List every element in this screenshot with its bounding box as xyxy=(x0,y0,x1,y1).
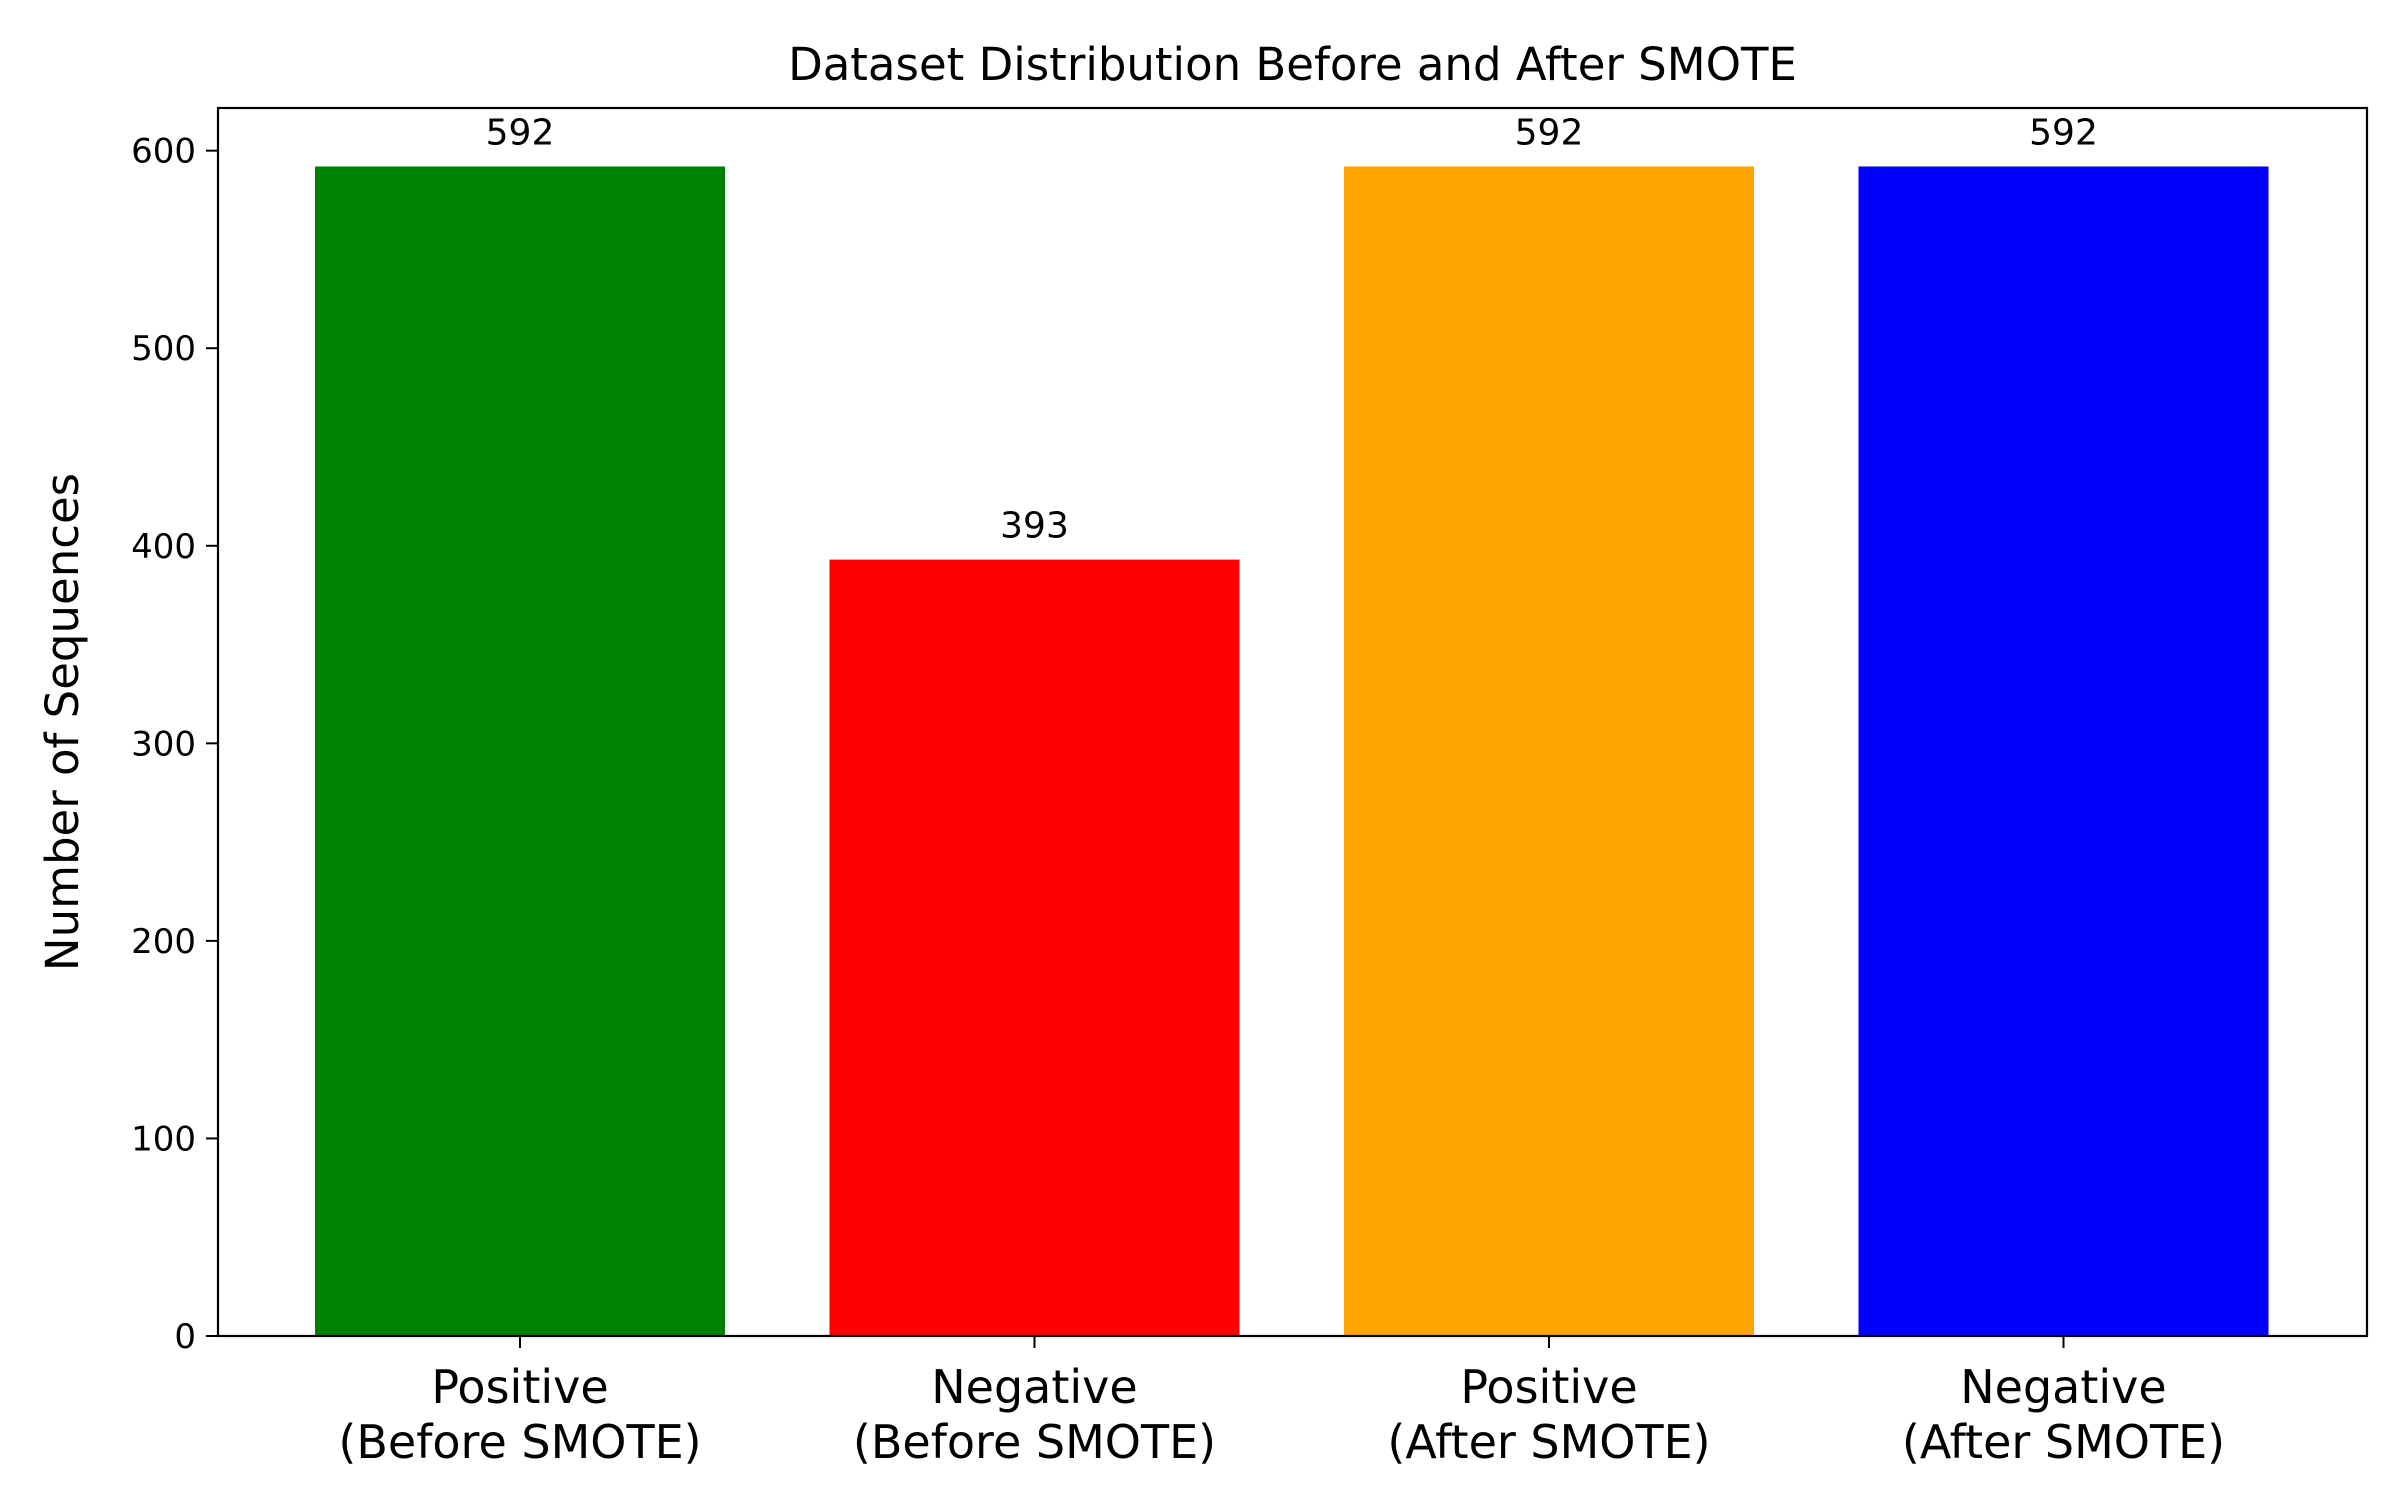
x-tick-label-2: Negative (Before SMOTE) xyxy=(853,1360,1216,1469)
y-tick-label-500: 500 xyxy=(131,329,196,369)
bar-2 xyxy=(829,559,1240,1336)
bar-4 xyxy=(1858,166,2269,1336)
x-tick-label-1-line-2: (Before SMOTE) xyxy=(338,1415,701,1469)
y-tick-label-200: 200 xyxy=(131,922,196,962)
data-label-3: 592 xyxy=(1515,112,1584,153)
bar-1 xyxy=(315,166,725,1336)
x-tick-label-4-line-1: Negative xyxy=(1960,1360,2166,1414)
x-tick-label-4-line-2: (After SMOTE) xyxy=(1902,1415,2225,1469)
y-tick-label-300: 300 xyxy=(131,724,196,764)
data-label-4: 592 xyxy=(2029,112,2098,153)
x-tick-label-1: Positive (Before SMOTE) xyxy=(338,1360,701,1469)
y-tick-label-0: 0 xyxy=(174,1317,196,1357)
y-tick-label-100: 100 xyxy=(131,1119,196,1159)
y-axis-label: Number of Sequences xyxy=(36,473,89,971)
x-tick-label-3-line-1: Positive xyxy=(1460,1360,1637,1414)
y-tick-label-600: 600 xyxy=(131,132,196,172)
data-label-2: 393 xyxy=(1000,506,1069,547)
data-label-1: 592 xyxy=(486,112,555,153)
x-tick-label-2-line-2: (Before SMOTE) xyxy=(853,1415,1216,1469)
x-tick-label-2-line-1: Negative xyxy=(931,1360,1137,1414)
y-tick-label-400: 400 xyxy=(131,527,196,567)
axes-frame xyxy=(216,106,2369,1338)
bar-3 xyxy=(1344,166,1754,1336)
x-tick-label-1-line-1: Positive xyxy=(431,1360,608,1414)
x-tick-label-3-line-2: (After SMOTE) xyxy=(1387,1415,1710,1469)
x-tick-label-4: Negative (After SMOTE) xyxy=(1902,1360,2225,1469)
chart-title: Dataset Distribution Before and After SM… xyxy=(788,38,1797,91)
x-tick-label-3: Positive (After SMOTE) xyxy=(1387,1360,1710,1469)
